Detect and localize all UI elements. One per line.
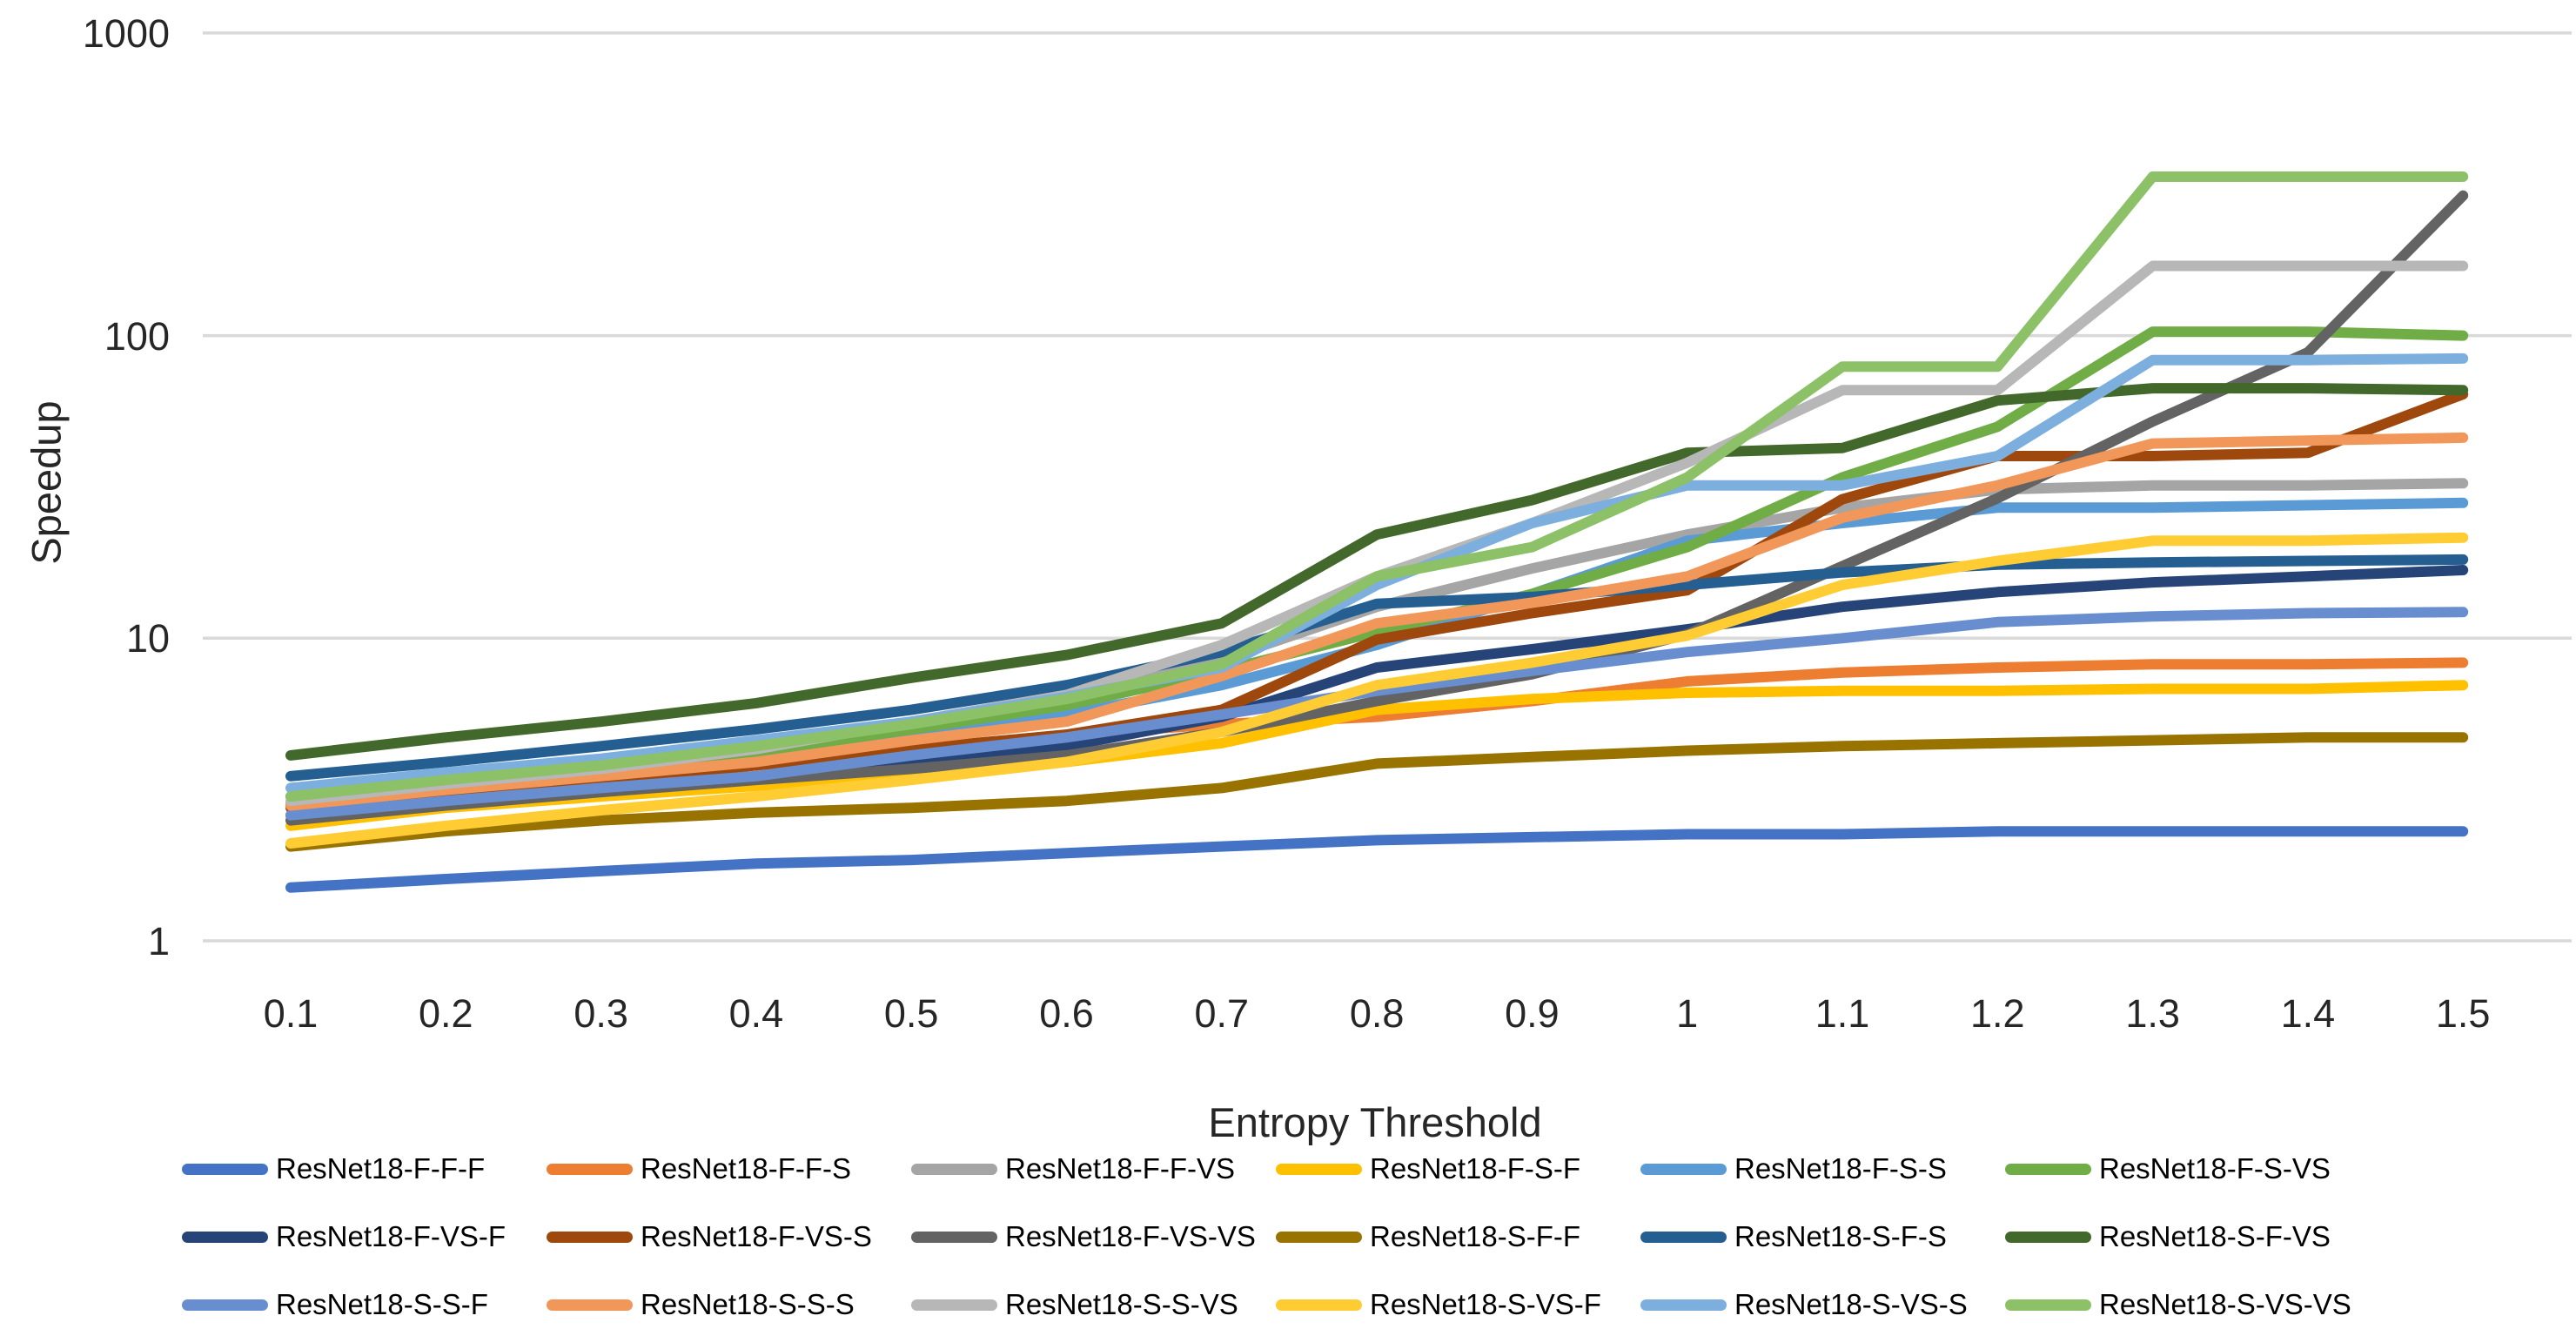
legend-label-ResNet18-F-S-S: ResNet18-F-S-S <box>1734 1152 1947 1185</box>
legend-item-ResNet18-S-F-F: ResNet18-S-F-F <box>1276 1203 1640 1271</box>
legend-label-ResNet18-F-F-F: ResNet18-F-F-F <box>276 1152 486 1185</box>
y-tick-label-100: 100 <box>104 313 170 359</box>
x-tick-label-0.6: 0.6 <box>1039 991 1094 1036</box>
legend-swatch-ResNet18-F-F-VS <box>911 1163 997 1175</box>
legend-swatch-ResNet18-F-S-S <box>1640 1163 1727 1175</box>
series-line-ResNet18-F-F-F <box>285 826 2469 893</box>
series-line-ResNet18-S-VS-F <box>285 532 2469 849</box>
legend-swatch-ResNet18-F-VS-S <box>547 1231 633 1243</box>
legend-item-ResNet18-S-VS-F: ResNet18-S-VS-F <box>1276 1271 1640 1329</box>
legend-item-ResNet18-S-S-F: ResNet18-S-S-F <box>182 1271 547 1329</box>
x-axis-title: Entropy Threshold <box>1208 1099 1542 1145</box>
x-tick-label-0.5: 0.5 <box>883 991 939 1036</box>
legend-swatch-ResNet18-S-S-VS <box>911 1299 997 1311</box>
legend-swatch-ResNet18-S-VS-VS <box>2005 1299 2091 1311</box>
legend-item-ResNet18-F-VS-VS: ResNet18-F-VS-VS <box>911 1203 1276 1271</box>
series-line-ResNet18-S-S-F <box>285 607 2469 821</box>
x-tick-label-0.9: 0.9 <box>1505 991 1560 1036</box>
legend-label-ResNet18-S-F-F: ResNet18-S-F-F <box>1370 1220 1581 1252</box>
series-line-ResNet18-S-F-F <box>285 732 2469 852</box>
x-tick-label-1: 1 <box>1676 991 1699 1036</box>
legend-label-ResNet18-F-VS-S: ResNet18-F-VS-S <box>641 1220 872 1252</box>
legend-swatch-ResNet18-F-F-F <box>182 1163 268 1175</box>
legend-item-ResNet18-S-VS-VS: ResNet18-S-VS-VS <box>2005 1271 2370 1329</box>
legend-item-ResNet18-S-VS-S: ResNet18-S-VS-S <box>1640 1271 2005 1329</box>
legend-item-ResNet18-F-F-F: ResNet18-F-F-F <box>182 1135 547 1203</box>
legend-swatch-ResNet18-S-VS-S <box>1640 1299 1727 1311</box>
x-tick-label-0.7: 0.7 <box>1194 991 1250 1036</box>
legend-swatch-ResNet18-F-S-VS <box>2005 1163 2091 1175</box>
legend-label-ResNet18-S-S-VS: ResNet18-S-S-VS <box>1005 1288 1238 1320</box>
legend-item-ResNet18-F-S-F: ResNet18-F-S-F <box>1276 1135 1640 1203</box>
x-tick-label-1.4: 1.4 <box>2280 991 2336 1036</box>
x-tick-label-0.3: 0.3 <box>574 991 628 1036</box>
y-axis-title: Speedup <box>23 400 70 565</box>
legend-item-ResNet18-S-S-VS: ResNet18-S-S-VS <box>911 1271 1276 1329</box>
legend-label-ResNet18-S-S-S: ResNet18-S-S-S <box>641 1288 855 1320</box>
legend-swatch-ResNet18-S-VS-F <box>1276 1299 1362 1311</box>
y-tick-label-1000: 1000 <box>82 10 170 56</box>
legend-swatch-ResNet18-S-F-VS <box>2005 1231 2091 1243</box>
legend-item-ResNet18-S-S-S: ResNet18-S-S-S <box>547 1271 911 1329</box>
legend-label-ResNet18-F-S-F: ResNet18-F-S-F <box>1370 1152 1581 1185</box>
y-tick-label-10: 10 <box>125 616 170 661</box>
x-tick-label-0.2: 0.2 <box>419 991 473 1036</box>
x-tick-label-0.4: 0.4 <box>728 991 784 1036</box>
x-tick-label-1.2: 1.2 <box>1970 991 2025 1036</box>
chart-legend: ResNet18-F-F-F ResNet18-F-F-S ResNet18-F-F… <box>182 1135 2410 1329</box>
legend-item-ResNet18-S-F-S: ResNet18-S-F-S <box>1640 1203 2005 1271</box>
legend-item-ResNet18-F-S-S: ResNet18-F-S-S <box>1640 1135 2005 1203</box>
legend-label-ResNet18-F-F-VS: ResNet18-F-F-VS <box>1005 1152 1236 1185</box>
legend-swatch-ResNet18-S-F-S <box>1640 1231 1727 1243</box>
legend-label-ResNet18-F-VS-F: ResNet18-F-VS-F <box>276 1220 506 1252</box>
x-tick-label-1.5: 1.5 <box>2435 991 2491 1036</box>
legend-swatch-ResNet18-F-VS-VS <box>911 1231 997 1243</box>
legend-swatch-ResNet18-S-S-F <box>182 1299 268 1311</box>
legend-label-ResNet18-F-S-VS: ResNet18-F-S-VS <box>2099 1152 2331 1185</box>
legend-label-ResNet18-S-VS-F: ResNet18-S-VS-F <box>1370 1288 1601 1320</box>
x-tick-label-0.1: 0.1 <box>263 991 319 1036</box>
legend-label-ResNet18-F-VS-VS: ResNet18-F-VS-VS <box>1005 1220 1256 1252</box>
legend-label-ResNet18-S-F-VS: ResNet18-S-F-VS <box>2099 1220 2331 1252</box>
legend-label-ResNet18-S-VS-VS: ResNet18-S-VS-VS <box>2099 1288 2351 1320</box>
series-line-ResNet18-S-F-S <box>285 554 2469 782</box>
x-tick-label-1.1: 1.1 <box>1815 991 1870 1036</box>
legend-label-ResNet18-S-S-F: ResNet18-S-S-F <box>276 1288 488 1320</box>
legend-item-ResNet18-S-F-VS: ResNet18-S-F-VS <box>2005 1203 2370 1271</box>
legend-item-ResNet18-F-VS-F: ResNet18-F-VS-F <box>182 1203 547 1271</box>
legend-swatch-ResNet18-F-S-F <box>1276 1163 1362 1175</box>
legend-swatch-ResNet18-S-S-S <box>547 1299 633 1311</box>
x-tick-label-1.3: 1.3 <box>2125 991 2180 1036</box>
series-line-ResNet18-S-VS-VS <box>285 171 2469 802</box>
series-line-ResNet18-S-S-S <box>285 432 2469 811</box>
legend-swatch-ResNet18-F-VS-F <box>182 1231 268 1243</box>
legend-swatch-ResNet18-S-F-F <box>1276 1231 1362 1243</box>
legend-item-ResNet18-F-VS-S: ResNet18-F-VS-S <box>547 1203 911 1271</box>
x-tick-label-0.8: 0.8 <box>1349 991 1405 1036</box>
legend-item-ResNet18-F-F-VS: ResNet18-F-F-VS <box>911 1135 1276 1203</box>
legend-item-ResNet18-F-F-S: ResNet18-F-F-S <box>547 1135 911 1203</box>
legend-label-ResNet18-S-F-S: ResNet18-S-F-S <box>1734 1220 1947 1252</box>
legend-label-ResNet18-F-F-S: ResNet18-F-F-S <box>641 1152 852 1185</box>
legend-swatch-ResNet18-F-F-S <box>547 1163 633 1175</box>
series-line-ResNet18-S-VS-S <box>285 352 2469 794</box>
legend-label-ResNet18-S-VS-S: ResNet18-S-VS-S <box>1734 1288 1968 1320</box>
legend-item-ResNet18-F-S-VS: ResNet18-F-S-VS <box>2005 1135 2370 1203</box>
y-tick-label-1: 1 <box>147 919 170 963</box>
